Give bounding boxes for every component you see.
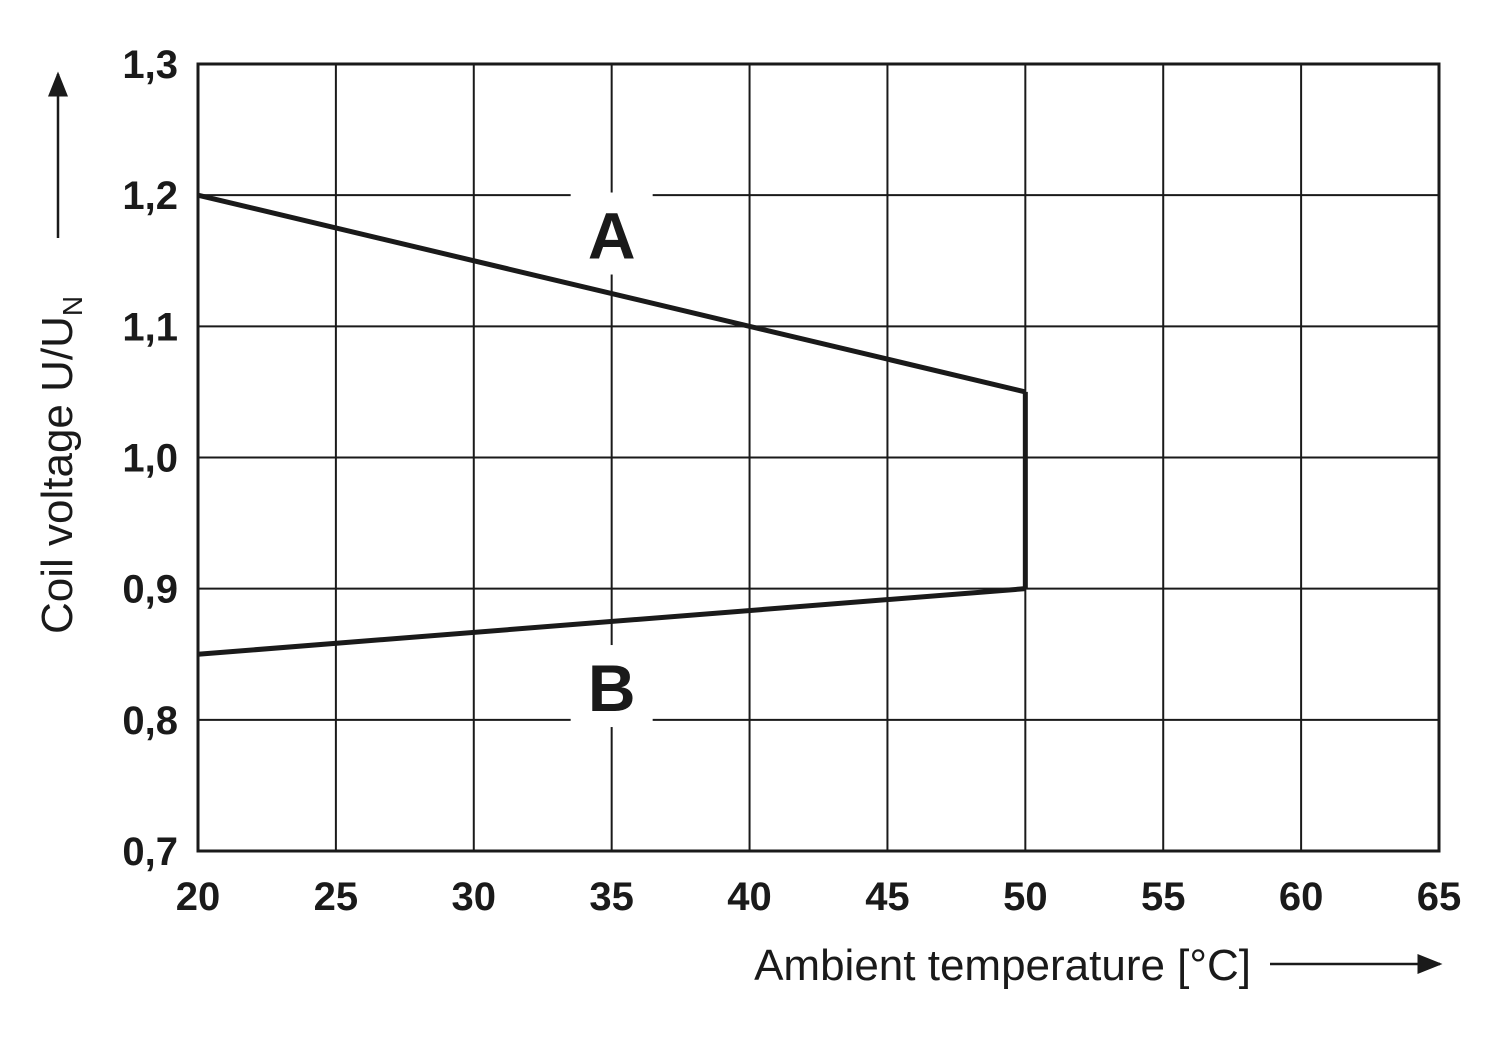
y-tick-label: 0,7 bbox=[122, 830, 178, 874]
series-line-a bbox=[197, 192, 1026, 395]
curve-label-background bbox=[570, 192, 653, 275]
y-tick-label: 1,2 bbox=[122, 174, 178, 218]
y-tick-label: 1,3 bbox=[122, 43, 178, 87]
x-tick-label: 40 bbox=[727, 875, 772, 919]
x-tick-label: 35 bbox=[589, 875, 634, 919]
y-tick-label: 1,1 bbox=[122, 305, 178, 349]
series-line-b bbox=[197, 586, 1026, 657]
x-tick-label: 55 bbox=[1141, 875, 1186, 919]
y-tick-label: 0,8 bbox=[122, 699, 178, 743]
x-tick-label: 60 bbox=[1279, 875, 1324, 919]
curve-label-background bbox=[570, 645, 653, 728]
x-tick-label: 45 bbox=[865, 875, 910, 919]
x-axis-title: Ambient temperature [°C] bbox=[754, 941, 1251, 990]
y-axis-title-group: Coil voltage U/UN bbox=[33, 296, 88, 634]
x-tick-label: 50 bbox=[1003, 875, 1048, 919]
plot-frame bbox=[196, 62, 1441, 853]
grid bbox=[198, 64, 1439, 851]
x-tick-labels: 20 25 30 35 40 45 50 55 60 65 bbox=[176, 875, 1462, 919]
x-tick-label: 65 bbox=[1417, 875, 1462, 919]
curve-label-b: B bbox=[588, 651, 636, 725]
y-axis-title-subscript: N bbox=[57, 296, 88, 316]
y-axis-title: Coil voltage U/UN bbox=[33, 296, 88, 634]
series-layer bbox=[197, 192, 1028, 657]
x-tick-label: 25 bbox=[314, 875, 359, 919]
curve-labels: AB bbox=[570, 192, 653, 728]
y-tick-label: 0,9 bbox=[122, 568, 178, 612]
x-tick-label: 30 bbox=[452, 875, 497, 919]
x-tick-label: 20 bbox=[176, 875, 221, 919]
y-tick-label: 1,0 bbox=[122, 437, 178, 481]
curve-label-a: A bbox=[588, 199, 636, 273]
y-tick-labels: 0,7 0,8 0,9 1,0 1,1 1,2 1,3 bbox=[122, 43, 178, 874]
